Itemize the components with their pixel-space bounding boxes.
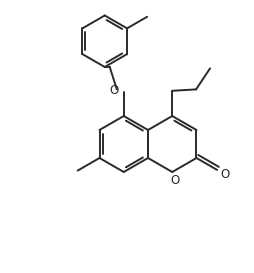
Text: O: O xyxy=(109,84,118,97)
Text: O: O xyxy=(170,174,179,186)
Text: O: O xyxy=(219,168,229,181)
